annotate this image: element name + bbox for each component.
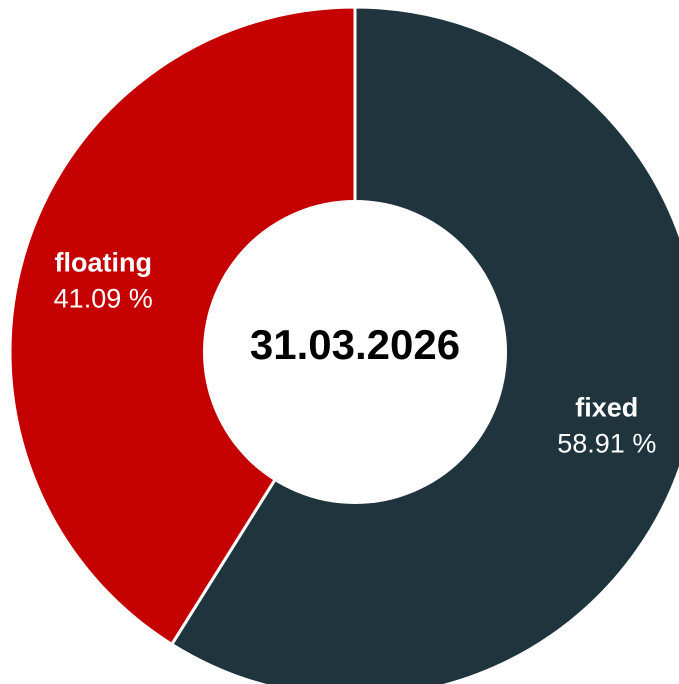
slice-label-name-fixed: fixed <box>575 392 638 422</box>
donut-hole <box>203 200 507 504</box>
slice-label-value-fixed: 58.91 % <box>557 428 656 458</box>
slice-label-name-floating: floating <box>54 248 151 278</box>
slice-labels: fixed 58.91 % floating 41.09 % <box>54 248 657 459</box>
center-date-label: 31.03.2026 <box>250 321 460 368</box>
slice-label-value-floating: 41.09 % <box>54 284 153 314</box>
slice-floating <box>8 5 357 647</box>
